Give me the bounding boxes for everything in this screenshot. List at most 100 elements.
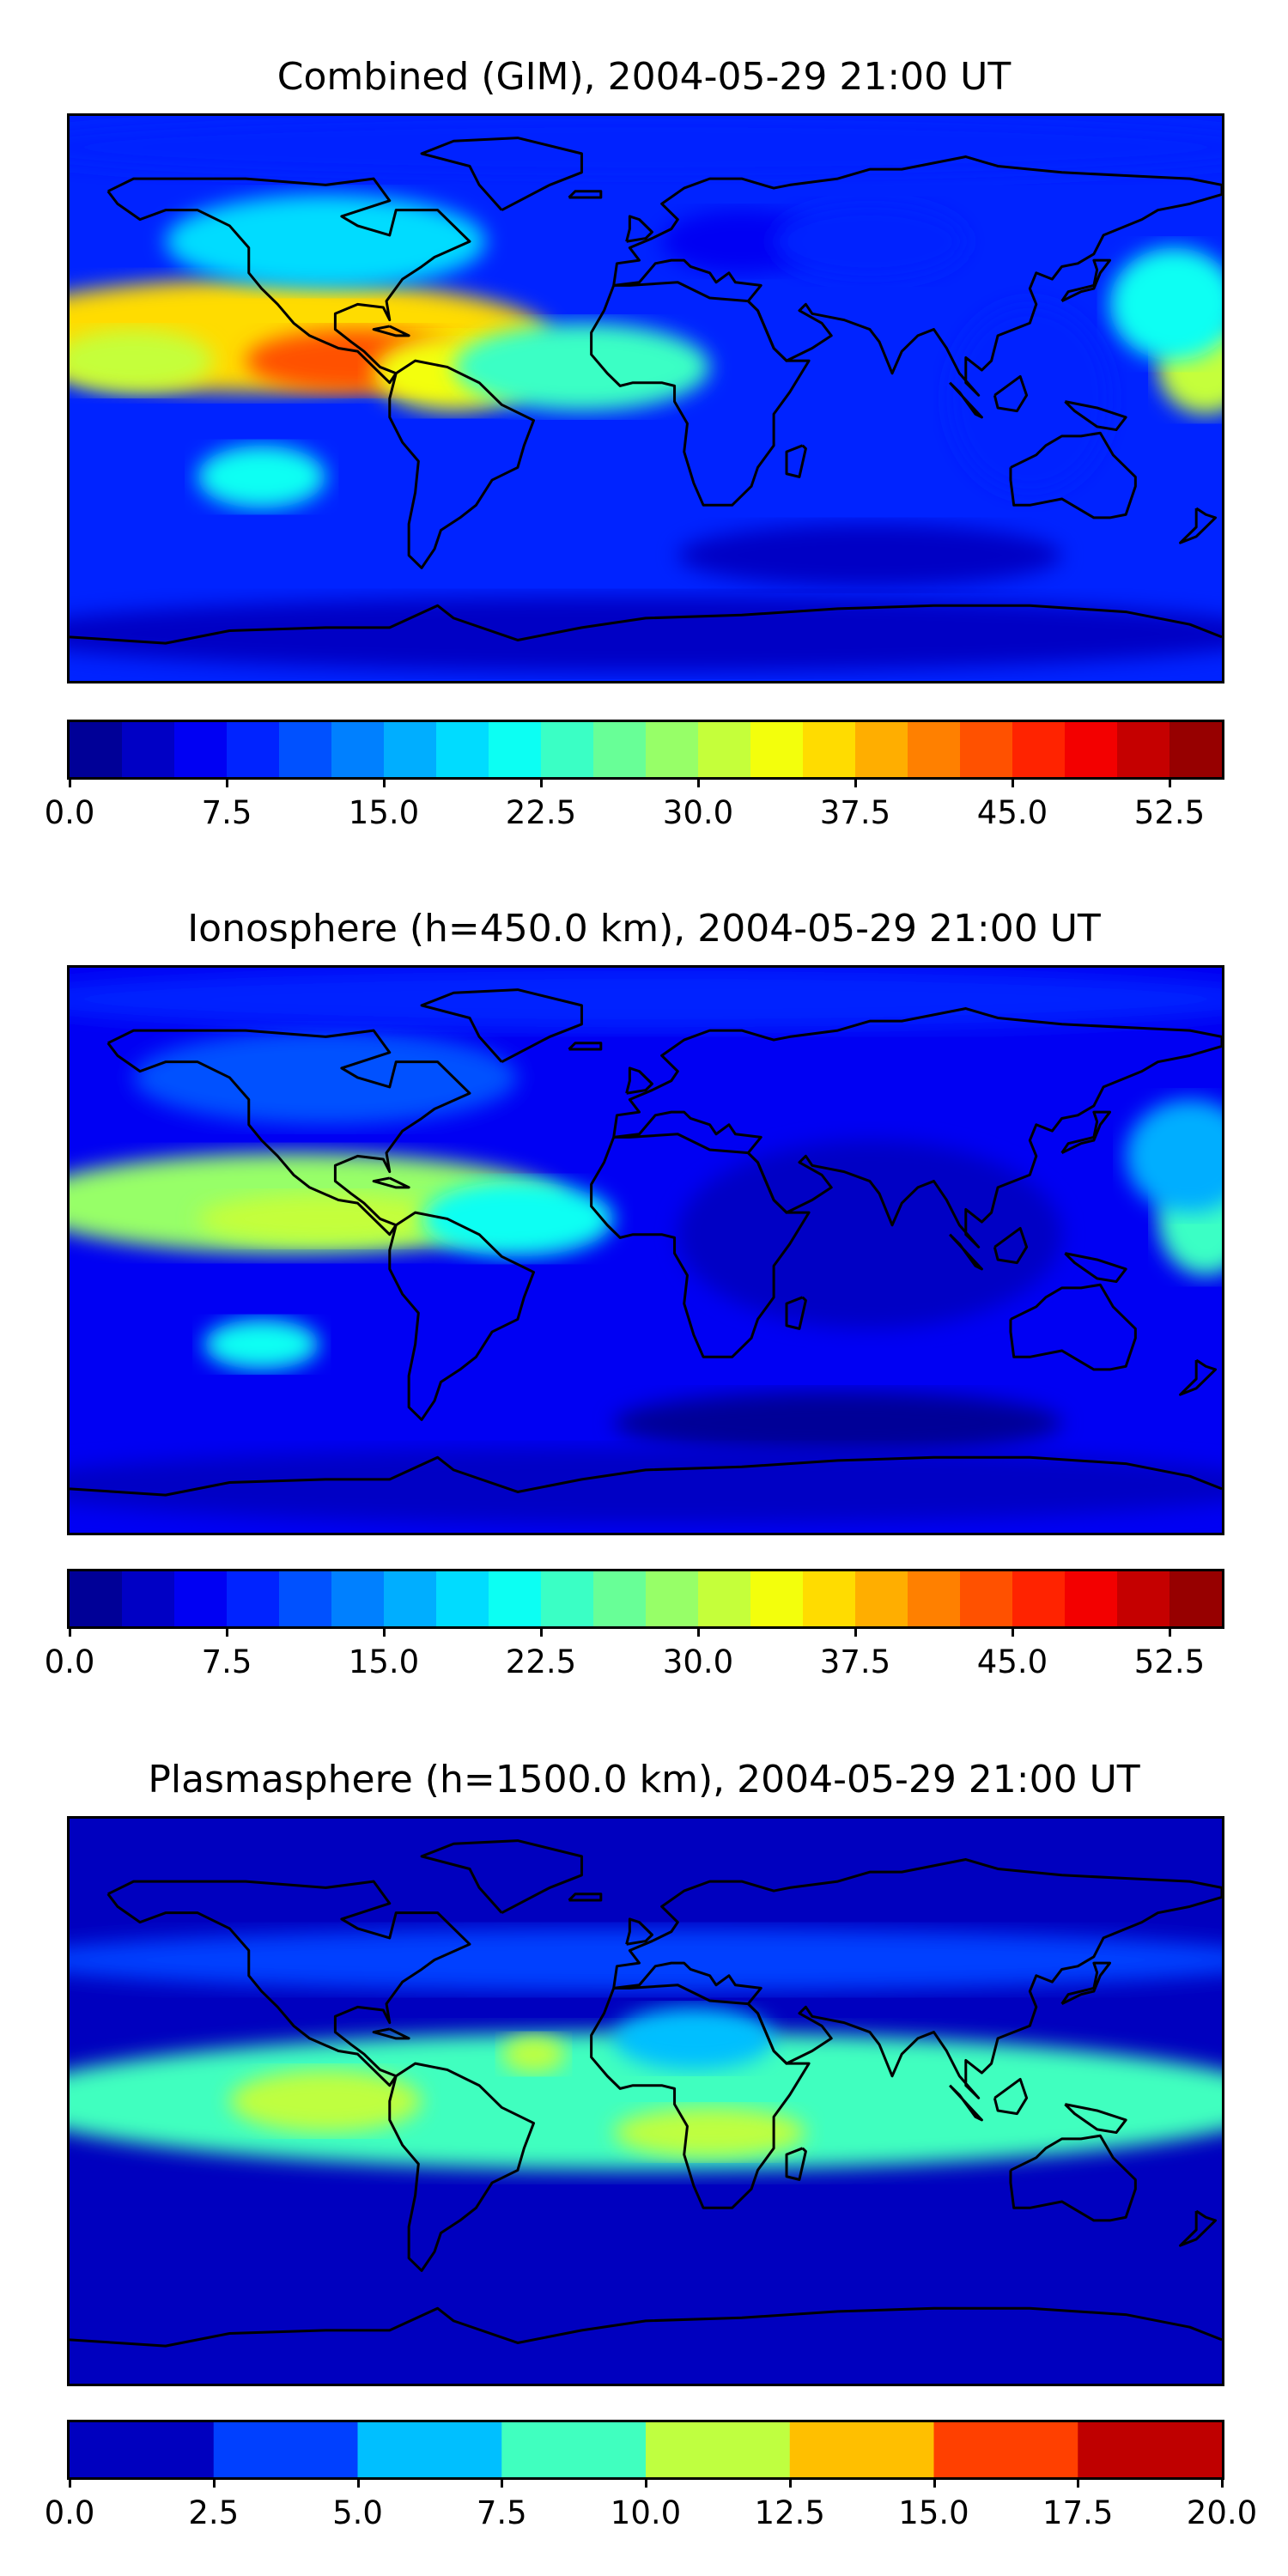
coastline <box>1179 1358 1218 1396</box>
coastline <box>420 137 583 211</box>
colorbar-segment <box>70 1571 123 1626</box>
panel-title: Ionosphere (h=450.0 km), 2004-05-29 21:0… <box>187 907 1101 951</box>
colorbar-segment <box>70 722 123 777</box>
colorbar-tick-mark <box>383 777 386 787</box>
colorbar-tick-mark <box>933 2477 936 2488</box>
colorbar-tick-mark <box>501 2477 504 2488</box>
colorbar-segment <box>803 722 856 777</box>
colorbar-segment <box>122 1571 175 1626</box>
coastline <box>568 1893 603 1902</box>
contour-region <box>1109 247 1222 361</box>
colorbar-segment <box>489 1571 542 1626</box>
map-plot <box>67 113 1224 683</box>
contour-region <box>70 329 214 392</box>
coastline <box>388 1211 536 1421</box>
contour-region <box>70 1928 1222 1992</box>
colorbar-segment <box>1065 1571 1118 1626</box>
coastline <box>388 359 536 569</box>
coastline <box>625 1917 653 1946</box>
coastline <box>1060 1110 1112 1155</box>
coastline <box>625 215 653 243</box>
colorbar-tick-mark <box>697 1626 700 1637</box>
coastline <box>612 1858 1222 2099</box>
coastline <box>1064 400 1127 432</box>
colorbar-tick-mark <box>356 2477 360 2488</box>
colorbar-segment <box>227 1571 280 1626</box>
coastline <box>70 604 1222 645</box>
contour-region <box>229 2069 422 2133</box>
coastline <box>70 2306 1222 2348</box>
coastline <box>568 1042 603 1051</box>
coastline <box>1060 258 1112 303</box>
contour-region <box>422 1181 614 1257</box>
coastline <box>70 1455 1222 1497</box>
colorbar-tick-label: 45.0 <box>976 794 1048 831</box>
colorbar-tick-mark <box>1012 1626 1014 1637</box>
contour-region <box>613 2107 806 2158</box>
colorbar-tick-mark <box>1169 777 1171 787</box>
coastline <box>1009 431 1137 519</box>
contour-region <box>950 304 1110 493</box>
colorbar-tick-label: 45.0 <box>976 1643 1048 1680</box>
colorbar-segment <box>174 1571 228 1626</box>
contour-region <box>70 968 1222 1031</box>
colorbar-segment <box>1117 1571 1170 1626</box>
contour-region <box>165 194 486 289</box>
colorbar-tick-mark <box>69 2477 71 2488</box>
colorbar-segment <box>593 722 647 777</box>
colorbar-tick-label: 0.0 <box>44 1643 95 1680</box>
colorbar-tick-mark <box>69 777 71 787</box>
colorbar-tick-label: 0.0 <box>44 2494 95 2531</box>
contour-region <box>133 1030 518 1125</box>
colorbar-segment <box>1117 722 1170 777</box>
coastline <box>785 1296 807 1330</box>
coastline <box>1179 507 1218 544</box>
colorbar-segment <box>908 722 961 777</box>
colorbar-segment <box>750 722 804 777</box>
colorbar-segment <box>213 2422 358 2477</box>
colorbar-segment <box>1170 722 1222 777</box>
colorbar-tick-label: 30.0 <box>662 1643 734 1680</box>
coastline <box>993 1226 1029 1265</box>
colorbar-ticks: 0.0 7.5 15.0 22.5 30.0 37.5 45.0 52.5 <box>45 777 1224 837</box>
colorbar-segment <box>698 722 751 777</box>
coastline <box>612 1007 1222 1249</box>
coastline <box>420 1839 583 1914</box>
colorbar-tick-mark <box>788 2477 792 2488</box>
map-svg <box>70 116 1222 681</box>
colorbar-segment <box>855 1571 908 1626</box>
contour-region <box>661 210 823 273</box>
colorbar-tick-mark <box>540 1626 543 1637</box>
colorbar-segment <box>541 1571 594 1626</box>
contour-region <box>70 2032 1222 2171</box>
coastline <box>388 2062 536 2272</box>
coastline <box>949 1233 983 1271</box>
colorbar-ticks: 0.0 2.5 5.0 7.5 10.0 12.5 15.0 17.5 20.0 <box>45 2477 1257 2537</box>
colorbar-svg <box>70 2422 1222 2477</box>
colorbar-tick-mark <box>383 1626 386 1637</box>
colorbar-segment <box>501 2422 647 2477</box>
colorbar-tick-mark <box>1221 2477 1224 2488</box>
colorbar-segment <box>489 722 542 777</box>
contour-region <box>70 596 1222 672</box>
colorbar-segment <box>279 1571 332 1626</box>
coastline <box>949 2084 983 2122</box>
colorbar-segment <box>70 2422 215 2477</box>
colorbar-tick-label: 52.5 <box>1133 1643 1206 1680</box>
colorbar-segment <box>174 722 228 777</box>
colorbar-segment <box>855 722 908 777</box>
colorbar-segment <box>933 2422 1078 2477</box>
coastline <box>1179 2209 1218 2247</box>
colorbar-segment <box>384 1571 437 1626</box>
coastline <box>612 155 1222 397</box>
colorbar-tick-label: 7.5 <box>201 1643 252 1680</box>
colorbar-tick-label: 15.0 <box>348 1643 420 1680</box>
colorbar-segment <box>384 722 437 777</box>
colorbar-tick-mark <box>226 777 228 787</box>
colorbar-tick-label: 52.5 <box>1133 794 1206 831</box>
colorbar <box>67 1569 1224 1629</box>
colorbar-tick-mark <box>1012 777 1014 787</box>
contour-region <box>197 445 326 508</box>
colorbar-tick-label: 5.0 <box>332 2494 383 2531</box>
